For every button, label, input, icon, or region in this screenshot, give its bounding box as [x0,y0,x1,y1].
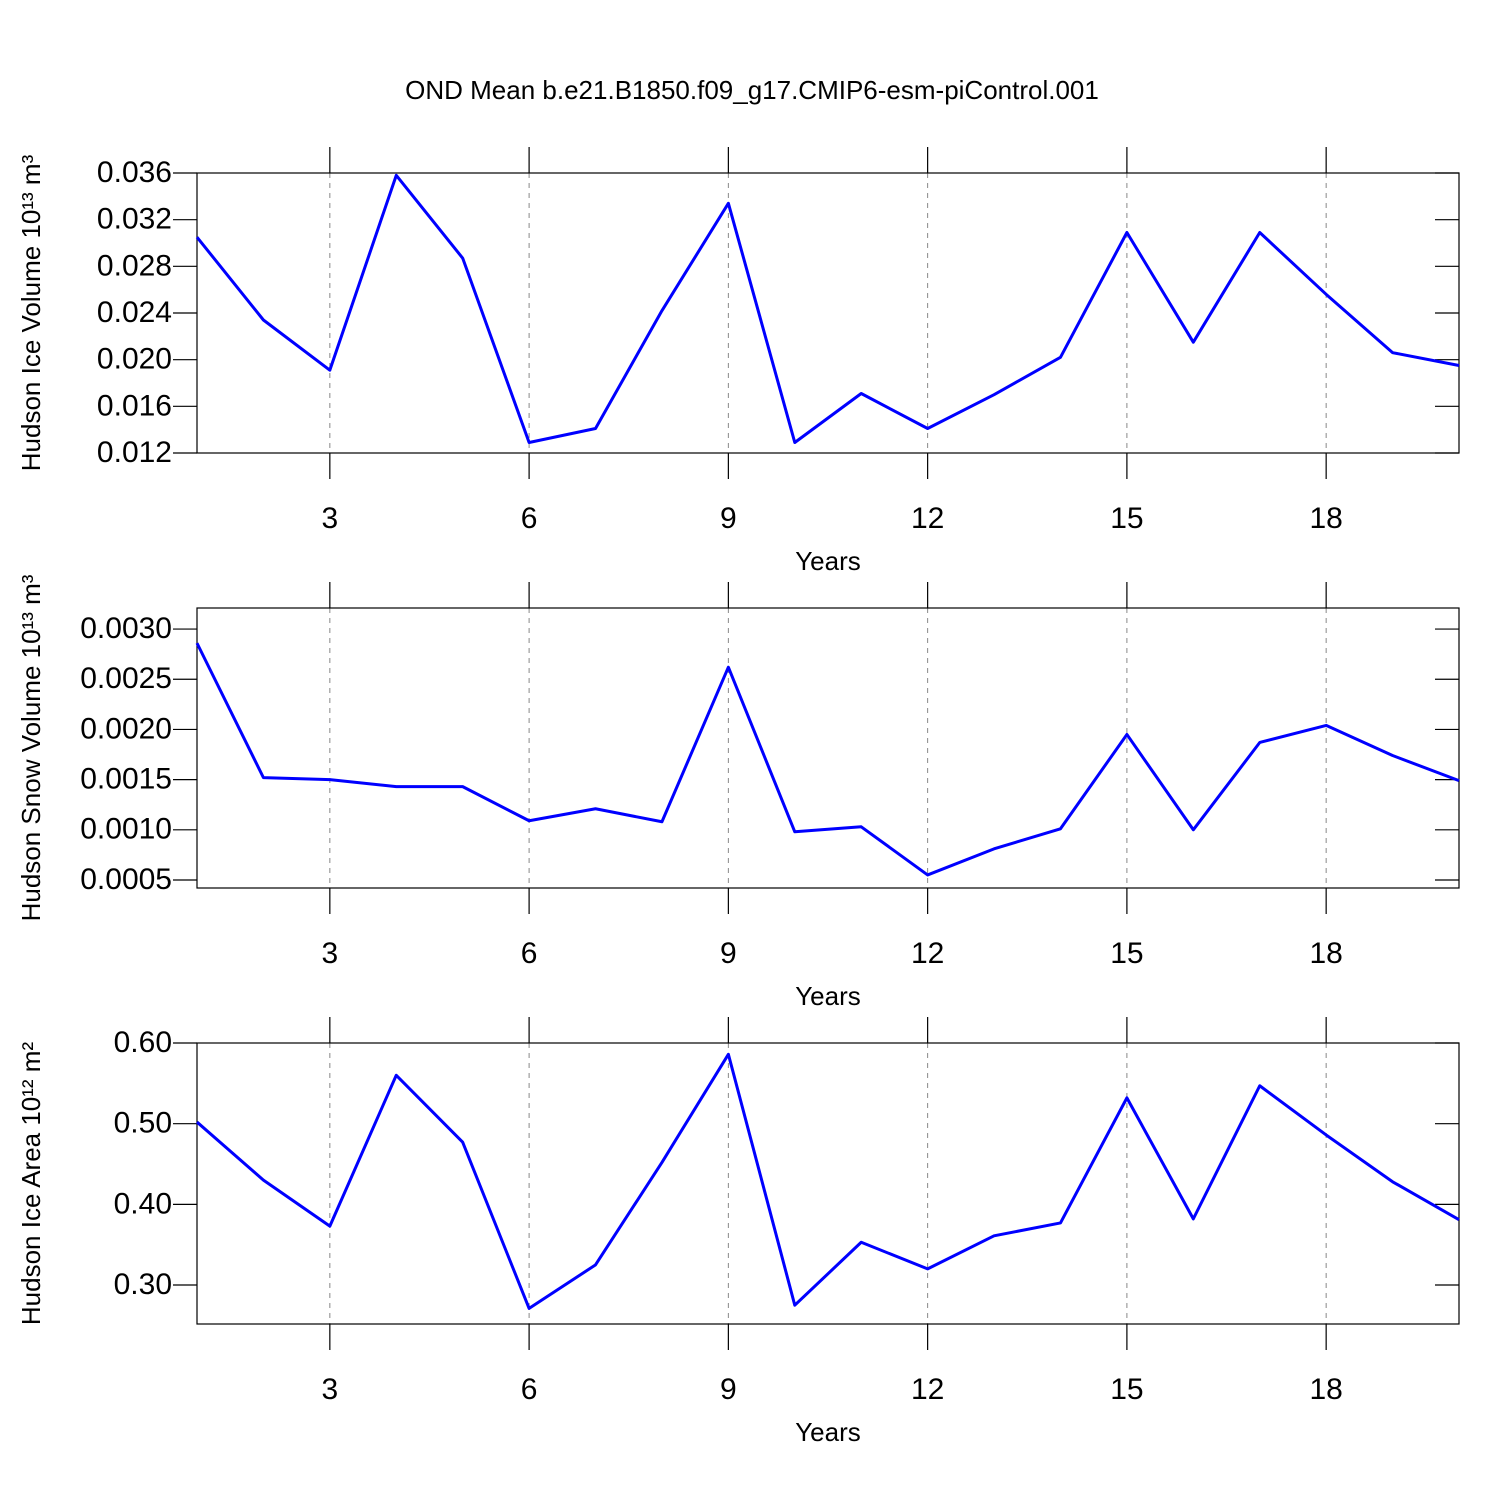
y-tick-label: 0.0020 [80,712,172,745]
plot-frame [196,172,1460,454]
y-tick-label: 0.032 [97,203,172,236]
x-axis-label: Years [795,546,861,576]
y-axis-label: Hudson Snow Volume 10¹³ m³ [16,574,46,921]
y-tick-label: 0.0010 [80,813,172,846]
x-tick-label: 15 [1110,502,1143,535]
x-tick-label: 15 [1110,937,1143,970]
y-tick-label: 0.30 [114,1268,172,1301]
y-tick-label: 0.036 [97,156,172,189]
y-tick-label: 0.0025 [80,662,172,695]
x-tick-label: 3 [321,502,338,535]
x-tick-label: 18 [1309,502,1342,535]
x-tick-label: 9 [720,1373,737,1406]
x-tick-label: 12 [911,937,944,970]
y-tick-label: 0.60 [114,1026,172,1059]
y-tick-label: 0.40 [114,1187,172,1220]
x-tick-label: 3 [321,937,338,970]
plot-frame [196,607,1460,889]
x-tick-label: 18 [1309,1373,1342,1406]
x-tick-label: 12 [911,1373,944,1406]
y-tick-label: 0.024 [97,296,172,329]
x-tick-label: 6 [521,937,538,970]
chart-title: OND Mean b.e21.B1850.f09_g17.CMIP6-esm-p… [405,75,1099,105]
plot-frame [196,1042,1460,1325]
x-tick-label: 12 [911,502,944,535]
y-tick-label: 0.0030 [80,612,172,645]
x-axis-label: Years [795,1417,861,1447]
x-tick-label: 9 [720,937,737,970]
x-tick-label: 3 [321,1373,338,1406]
x-tick-label: 9 [720,502,737,535]
data-line [195,173,1460,444]
x-tick-label: 15 [1110,1373,1143,1406]
data-line [196,1052,1460,1310]
x-tick-label: 6 [521,502,538,535]
y-tick-label: 0.016 [97,389,172,422]
y-tick-label: 0.0005 [80,863,172,896]
y-axis-label: Hudson Ice Area 10¹² m² [16,1042,46,1326]
y-tick-label: 0.50 [114,1107,172,1140]
data-line [195,642,1460,877]
x-tick-label: 18 [1309,937,1342,970]
y-tick-label: 0.012 [97,436,172,469]
x-axis-label: Years [795,981,861,1011]
y-tick-label: 0.028 [97,249,172,282]
y-axis-label: Hudson Ice Volume 10¹³ m³ [16,154,46,471]
x-tick-label: 6 [521,1373,538,1406]
y-tick-label: 0.020 [97,343,172,376]
y-tick-label: 0.0015 [80,763,172,796]
